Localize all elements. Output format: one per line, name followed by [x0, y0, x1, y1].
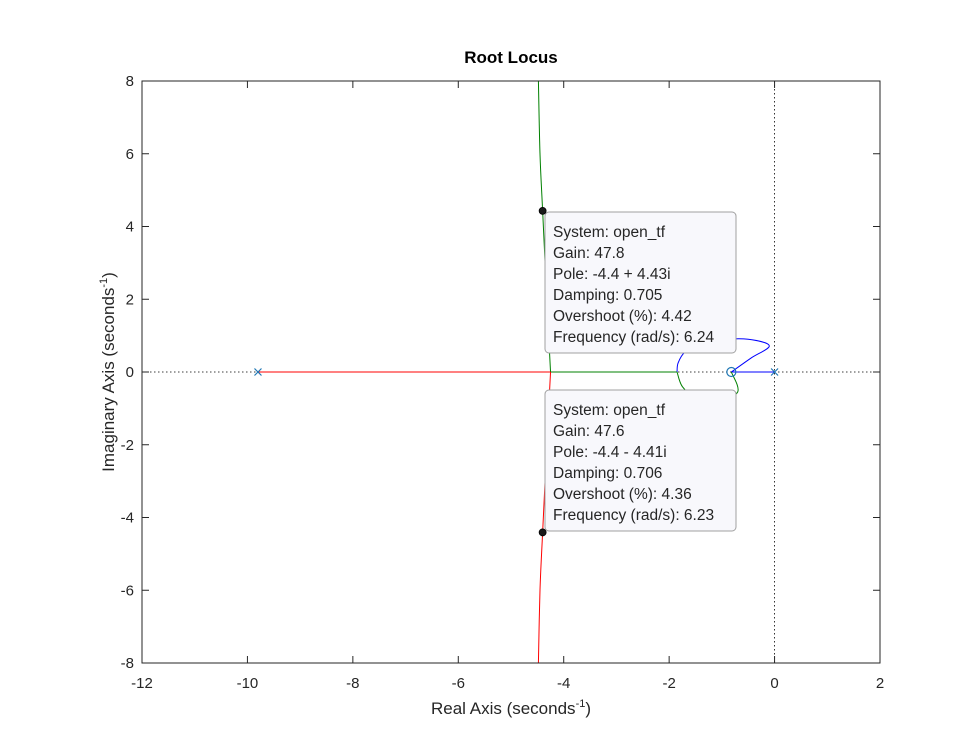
- y-tick-label: -8: [121, 655, 134, 672]
- datatip-line: Frequency (rad/s): 6.24: [553, 329, 714, 346]
- y-axis-title: Imaginary Axis (seconds-1): [98, 272, 118, 472]
- pole-marker: [254, 368, 262, 376]
- datatip-line: Pole: -4.4 - 4.41i: [553, 444, 667, 461]
- datatip-upper[interactable]: System: open_tf Gain: 47.8 Pole: -4.4 + 4.…: [538, 206, 737, 354]
- x-tick-label: -12: [131, 675, 153, 692]
- axis-ticks: -12 -10 -8 -6 -4 -2 0 2 -8 -6 -4 -2 0 2 4 6 8: [121, 73, 885, 692]
- y-tick-label: 8: [126, 73, 134, 90]
- datatip-line: System: open_tf: [553, 224, 666, 241]
- x-tick-label: -4: [557, 675, 570, 692]
- x-axis-title-close: ): [585, 699, 591, 718]
- x-tick-label: 0: [770, 675, 778, 692]
- datatip-line: Overshoot (%): 4.36: [553, 486, 692, 503]
- x-tick-label: 2: [876, 675, 884, 692]
- datatip-line: Overshoot (%): 4.42: [553, 308, 692, 325]
- zero-marker: [726, 366, 737, 378]
- datatip-box: [544, 211, 737, 354]
- y-axis-title-main: Imaginary Axis (seconds: [99, 288, 118, 472]
- datatip-line: Frequency (rad/s): 6.23: [553, 507, 714, 524]
- x-tick-label: -10: [237, 675, 259, 692]
- x-axis-title-exponent: -1: [576, 698, 586, 710]
- x-axis-title-main: Real Axis (seconds: [431, 699, 576, 718]
- data-tips[interactable]: System: open_tf Gain: 47.8 Pole: -4.4 + 4.…: [538, 206, 737, 537]
- chart-title: Root Locus: [464, 48, 558, 67]
- y-tick-label: 0: [126, 364, 134, 381]
- y-tick-label: -6: [121, 582, 134, 599]
- x-tick-label: -8: [346, 675, 359, 692]
- datatip-line: Damping: 0.705: [553, 287, 662, 304]
- pole-marker: [770, 368, 779, 376]
- y-tick-label: -2: [121, 437, 134, 454]
- datatip-line: System: open_tf: [553, 402, 666, 419]
- y-axis-title-close: ): [99, 272, 118, 278]
- y-tick-label: -4: [121, 510, 134, 527]
- datatip-line: Pole: -4.4 + 4.43i: [553, 266, 671, 283]
- x-axis-title: Real Axis (seconds-1): [431, 698, 591, 718]
- datatip-line: Gain: 47.8: [553, 245, 625, 262]
- datatip-line: Gain: 47.6: [553, 423, 625, 440]
- datatip-point[interactable]: [538, 206, 547, 215]
- pole-zero-markers: [254, 366, 779, 378]
- y-tick-label: 2: [126, 291, 134, 308]
- datatip-point[interactable]: [538, 528, 547, 537]
- x-tick-label: -6: [452, 675, 465, 692]
- datatip-box: [544, 389, 737, 532]
- y-tick-label: 4: [126, 219, 134, 236]
- y-axis-title-exponent: -1: [98, 278, 110, 288]
- x-tick-label: -2: [662, 675, 675, 692]
- y-tick-label: 6: [126, 146, 134, 163]
- datatip-line: Damping: 0.706: [553, 465, 662, 482]
- datatip-lower[interactable]: System: open_tf Gain: 47.6 Pole: -4.4 - 4.…: [538, 389, 737, 537]
